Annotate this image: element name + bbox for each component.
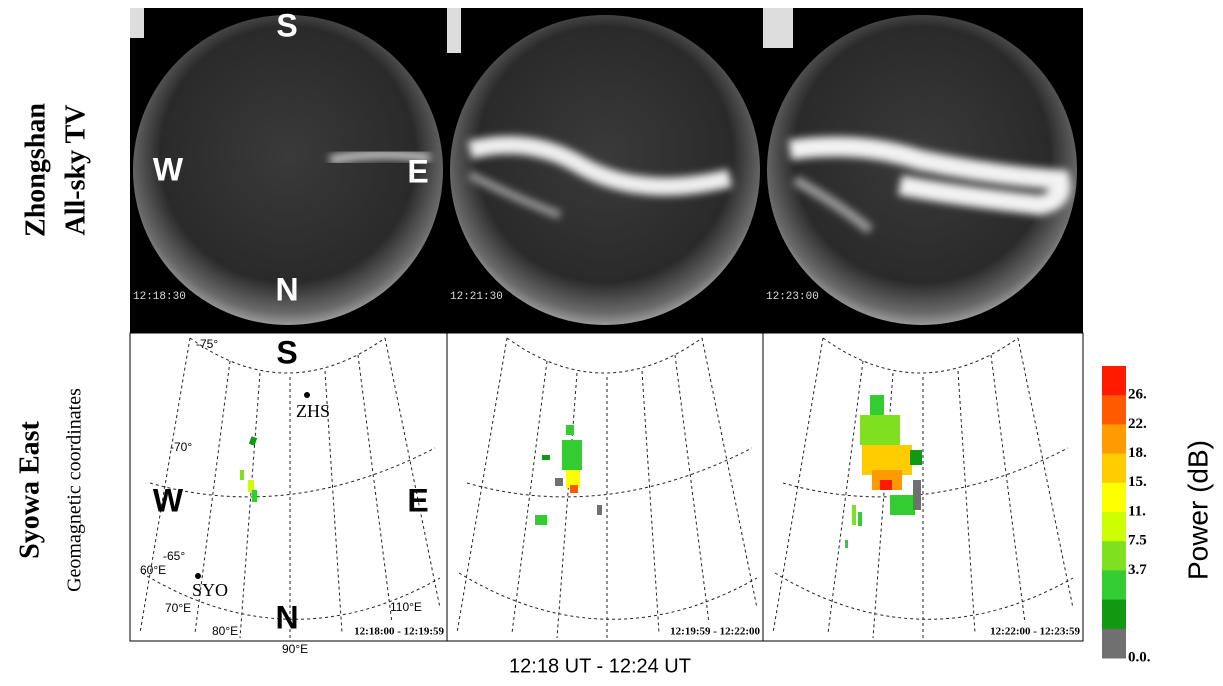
row-title: Syowa East	[14, 420, 45, 558]
colorbar-tick-label: 3.7	[1128, 562, 1147, 578]
colorbar-segment	[1102, 600, 1126, 630]
latitude-label: -65°	[163, 549, 185, 563]
timestamp: 12:21:30	[450, 291, 503, 303]
row-title: All-sky TV	[60, 105, 91, 236]
colorbar-tick-label: 11.	[1128, 503, 1146, 519]
radar-panel	[447, 333, 763, 641]
timestamp: 12:23:00	[766, 291, 819, 303]
colorbar-segment	[1102, 366, 1126, 396]
latitude-label: -70°	[170, 440, 192, 454]
caption: 12:18 UT - 12:24 UT	[509, 655, 691, 677]
colorbar-segment	[1102, 395, 1126, 425]
colorbar-segment	[1102, 424, 1126, 454]
latitude-label: -75°	[196, 337, 218, 351]
longitude-label: 80°E	[212, 624, 238, 638]
corner-mark	[447, 8, 461, 53]
direction-label: E	[407, 482, 428, 518]
colorbar-segment	[1102, 629, 1126, 659]
colorbar-segment	[1102, 541, 1126, 571]
station-label: ZHS	[296, 401, 330, 421]
page: { "rows": { "allsky_title_lines": ["Zhon…	[0, 0, 1223, 686]
colorbar-segment	[1102, 512, 1126, 542]
longitude-label: 60°E	[140, 563, 166, 577]
colorbar-segment	[1102, 454, 1126, 484]
longitude-label: 70°E	[165, 601, 191, 615]
direction-label: S	[276, 7, 297, 43]
time-range: 12:22:00 - 12:23:59	[990, 626, 1080, 638]
colorbar: 26. 22. 18. 15. 11. 7.5 3.7 0.0.	[1102, 366, 1151, 665]
colorbar-tick-label: 7.5	[1128, 533, 1147, 549]
time-range: 12:18:00 - 12:19:59	[354, 626, 444, 638]
colorbar-tick-label: 26.	[1128, 387, 1147, 403]
figure: Zhongshan All-sky TV Syowa East Geomagne…	[0, 0, 1223, 686]
station-label: SYO	[192, 580, 228, 600]
radar-row	[130, 333, 1083, 641]
row-title: Zhongshan	[20, 103, 51, 237]
corner-mark	[130, 8, 144, 38]
colorbar-segment	[1102, 483, 1126, 513]
colorbar-label: Power (dB)	[1182, 440, 1213, 580]
colorbar-tick-label: 22.	[1128, 416, 1147, 432]
direction-label: N	[275, 271, 298, 307]
direction-label: E	[407, 153, 428, 189]
longitude-label: 90°E	[282, 642, 308, 656]
timestamp: 12:18:30	[133, 291, 186, 303]
colorbar-tick-label: 0.0.	[1128, 649, 1151, 665]
row-subtitle: Geomagnetic coordinates	[64, 388, 86, 592]
direction-label: N	[275, 599, 298, 635]
colorbar-segment	[1102, 570, 1126, 600]
direction-label: W	[153, 482, 184, 518]
station-marker	[195, 573, 201, 579]
colorbar-tick-label: 15.	[1128, 474, 1147, 490]
direction-label: W	[153, 151, 184, 187]
station-marker	[304, 392, 310, 398]
time-range: 12:19:59 - 12:22:00	[670, 626, 760, 638]
corner-mark	[763, 8, 793, 48]
longitude-label: 110°E	[390, 600, 422, 614]
colorbar-tick-label: 18.	[1128, 445, 1147, 461]
direction-label: S	[276, 334, 297, 370]
